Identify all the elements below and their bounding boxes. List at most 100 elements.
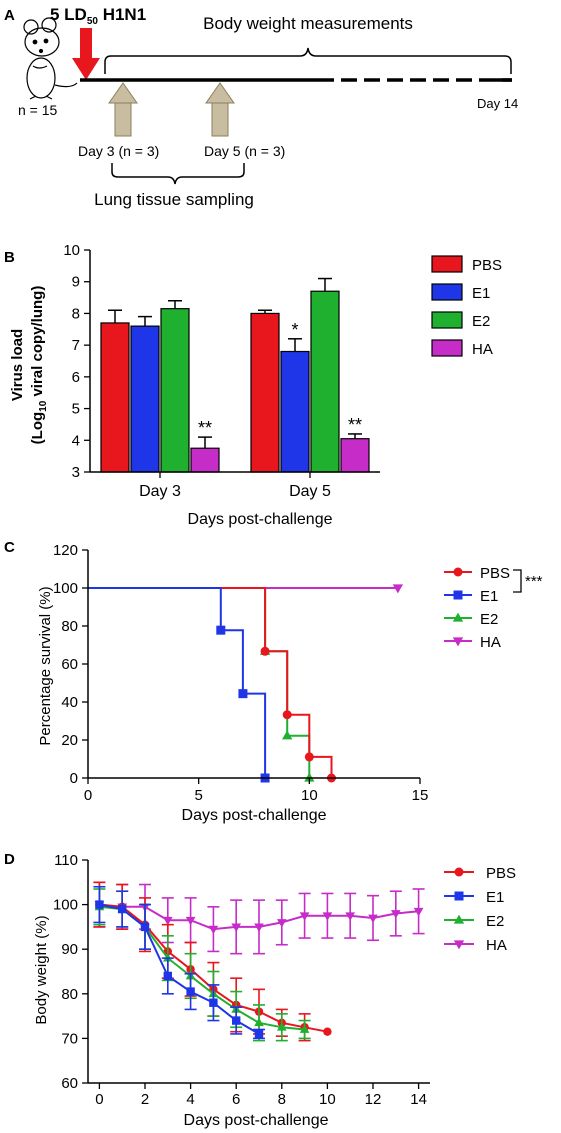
y-tick-label: 110 bbox=[54, 852, 78, 869]
legend-label-E2: E2 bbox=[472, 313, 490, 330]
bar-E1-Day 5 bbox=[280, 350, 310, 473]
legend-swatch-HA bbox=[431, 339, 463, 357]
panel-d-ylabel: Body weight (%) bbox=[33, 915, 50, 1024]
significance-star: * bbox=[291, 320, 298, 340]
panel-c-ylabel: Percentage survival (%) bbox=[37, 586, 54, 745]
x-tick-label: 8 bbox=[278, 1091, 286, 1108]
day5-arrow bbox=[205, 82, 235, 137]
significance-star: ** bbox=[198, 418, 212, 438]
x-tick-label: 14 bbox=[410, 1091, 427, 1108]
survival-line-PBS bbox=[88, 587, 333, 778]
survival-point-E2 bbox=[304, 772, 315, 782]
weight-point-E1 bbox=[186, 987, 195, 996]
dose-arrow bbox=[72, 28, 100, 80]
panel-a-label: A bbox=[4, 7, 15, 24]
legend-swatch-PBS bbox=[431, 255, 463, 273]
weight-bracket bbox=[104, 47, 512, 74]
panel-c-label: C bbox=[4, 539, 15, 556]
legend-label-HA: HA bbox=[472, 341, 493, 358]
bar-E2-Day 3 bbox=[160, 308, 190, 473]
weight-point-HA bbox=[368, 914, 378, 924]
weight-point-HA bbox=[276, 919, 287, 928]
legend-marker-PBS bbox=[453, 567, 463, 577]
legend-swatch-E1 bbox=[431, 283, 463, 301]
day3-label: Day 3 (n = 3) bbox=[78, 143, 159, 159]
legend-label-E2: E2 bbox=[480, 611, 498, 628]
x-tick-label: Day 3 bbox=[139, 483, 181, 500]
y-tick-label: 90 bbox=[61, 941, 78, 958]
panel-b-ylabel: Virus load (Log10 viral copy/lung) bbox=[9, 286, 49, 445]
weight-point-HA bbox=[390, 910, 401, 919]
weight-point-HA bbox=[299, 912, 310, 921]
panel-c-legend: PBS E1 E2 HA bbox=[444, 565, 510, 651]
legend-marker-E2 bbox=[452, 612, 464, 622]
legend-marker-E1 bbox=[453, 590, 463, 600]
legend-label-HA: HA bbox=[486, 937, 507, 954]
panel-d-xlabel: Days post-challenge bbox=[184, 1112, 329, 1129]
weight-point-HA bbox=[413, 907, 424, 917]
y-tick-label: 20 bbox=[61, 732, 78, 749]
legend-marker-HA bbox=[453, 940, 465, 950]
panel-d-plot: 60 70 80 90 100 110 0 2 4 6 8 10 12 14 bbox=[53, 852, 430, 1108]
panel-d-legend: PBS E1 E2 HA bbox=[444, 865, 516, 954]
bar-PBS-Day 3 bbox=[100, 322, 130, 473]
weight-point-HA bbox=[231, 923, 242, 932]
panel-a: A n = 15 5 LD50 H1N1 Body weig bbox=[4, 5, 518, 209]
weight-point-E2 bbox=[299, 1024, 310, 1033]
weight-point-E1 bbox=[118, 904, 127, 914]
panel-c-plot: 0 20 40 60 80 100 120 0 5 10 15 bbox=[53, 542, 428, 804]
x-tick-label: 5 bbox=[194, 787, 202, 804]
x-tick-label: 2 bbox=[141, 1091, 149, 1108]
weight-point-E1 bbox=[254, 1029, 264, 1039]
day14-label: Day 14 bbox=[477, 96, 518, 111]
bar-E2-Day 5 bbox=[310, 290, 340, 473]
bar-HA-Day 3 bbox=[190, 447, 220, 473]
mouse-icon bbox=[23, 17, 78, 100]
survival-point-PBS bbox=[304, 752, 314, 762]
weight-point-PBS bbox=[323, 1027, 332, 1036]
legend-marker-HA bbox=[452, 637, 464, 647]
survival-point-HA bbox=[392, 584, 404, 594]
y-tick-label: 9 bbox=[72, 274, 80, 291]
y-tick-label: 60 bbox=[61, 1075, 78, 1092]
legend-marker-PBS bbox=[454, 867, 464, 877]
y-tick-label: 4 bbox=[72, 432, 80, 449]
x-tick-label: 12 bbox=[365, 1091, 382, 1108]
y-tick-label: 100 bbox=[53, 580, 78, 597]
bar-E1-Day 3 bbox=[130, 325, 160, 473]
weight-point-HA bbox=[208, 925, 219, 935]
legend-swatch-E2 bbox=[431, 311, 463, 329]
legend-label-E1: E1 bbox=[472, 285, 490, 302]
weight-point-E1 bbox=[209, 998, 218, 1007]
panel-d-label: D bbox=[4, 851, 15, 868]
x-tick-label: 0 bbox=[95, 1091, 103, 1108]
legend-label-HA: HA bbox=[480, 634, 501, 651]
x-tick-label: 6 bbox=[232, 1091, 240, 1108]
y-tick-label: 8 bbox=[72, 305, 80, 322]
x-tick-label: Day 5 bbox=[289, 483, 331, 500]
weight-point-E1 bbox=[163, 971, 172, 981]
y-tick-label: 0 bbox=[70, 770, 78, 787]
weight-point-E2 bbox=[276, 1022, 287, 1031]
weight-point-E1 bbox=[232, 1016, 241, 1025]
significance-mark: *** bbox=[525, 573, 543, 590]
legend-label-PBS: PBS bbox=[486, 865, 516, 882]
day5-label: Day 5 (n = 3) bbox=[204, 143, 285, 159]
y-tick-label: 80 bbox=[61, 986, 78, 1003]
panel-b-xlabel: Days post-challenge bbox=[188, 511, 333, 528]
survival-point-PBS bbox=[260, 646, 270, 656]
y-tick-label: 6 bbox=[72, 369, 80, 386]
x-tick-label: 15 bbox=[412, 787, 429, 804]
weight-point-HA bbox=[185, 916, 196, 926]
legend-marker-E2 bbox=[453, 914, 465, 924]
panel-b-legend: PBS E1 E2 HA bbox=[431, 255, 502, 358]
survival-point-E1 bbox=[216, 625, 226, 635]
sampling-label: Lung tissue sampling bbox=[94, 190, 254, 209]
legend-label-PBS: PBS bbox=[480, 565, 510, 582]
legend-label-PBS: PBS bbox=[472, 257, 502, 274]
y-tick-label: 3 bbox=[72, 464, 80, 481]
significance-star: ** bbox=[348, 415, 362, 435]
y-tick-label: 10 bbox=[63, 242, 80, 259]
